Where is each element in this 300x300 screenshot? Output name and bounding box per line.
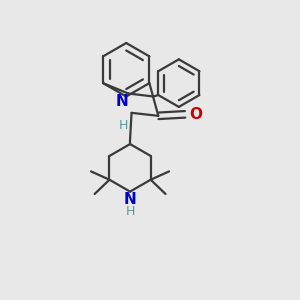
Text: H: H [125, 205, 135, 218]
Text: O: O [190, 107, 202, 122]
Text: N: N [115, 94, 128, 109]
Text: H: H [118, 119, 128, 132]
Text: N: N [124, 192, 136, 207]
